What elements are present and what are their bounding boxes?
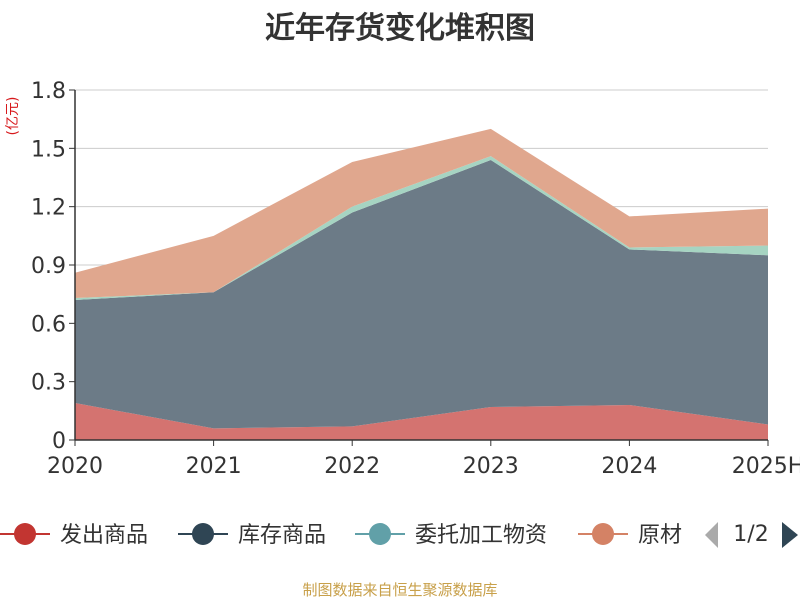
x-tick-label: 2024 — [601, 454, 657, 479]
x-tick-label: 2021 — [186, 454, 242, 479]
legend-item[interactable]: 委托加工物资 — [355, 523, 547, 548]
y-axis-unit: (亿元) — [5, 97, 21, 136]
legend-label: 库存商品 — [238, 523, 326, 548]
legend-marker-icon — [14, 523, 36, 545]
chart-title: 近年存货变化堆积图 — [265, 11, 535, 46]
x-tick-label: 2025H — [732, 454, 800, 479]
legend-pager: 1/2 — [705, 522, 798, 548]
y-tick-label: 0.3 — [31, 371, 66, 396]
legend-marker-icon — [592, 523, 614, 545]
legend-item[interactable]: 发出商品 — [0, 523, 148, 548]
area-series — [75, 129, 768, 440]
legend-page-indicator: 1/2 — [733, 522, 768, 547]
x-tick-label: 2023 — [463, 454, 519, 479]
area-series-2 — [75, 160, 768, 428]
legend-item[interactable]: 原材 — [578, 523, 682, 548]
legend-marker-icon — [192, 523, 214, 545]
legend-marker-icon — [369, 523, 391, 545]
y-tick-label: 1.5 — [31, 137, 66, 162]
y-tick-label: 0 — [52, 429, 66, 454]
x-tick-label: 2022 — [324, 454, 380, 479]
legend-label: 原材 — [638, 523, 682, 548]
y-axis-ticks: 0 0.3 0.6 0.9 1.2 1.5 1.8 — [31, 79, 75, 454]
legend: 发出商品 库存商品 委托加工物资 原材 — [0, 523, 682, 548]
legend-label: 发出商品 — [60, 523, 148, 548]
y-tick-label: 0.6 — [31, 312, 66, 337]
y-tick-label: 1.8 — [31, 79, 66, 104]
x-tick-label: 2020 — [47, 454, 103, 479]
triangle-right-icon[interactable] — [782, 522, 798, 548]
data-source-note: 制图数据来自恒生聚源数据库 — [302, 581, 497, 599]
y-tick-label: 0.9 — [31, 254, 66, 279]
triangle-left-icon[interactable] — [705, 522, 718, 548]
y-tick-label: 1.2 — [31, 196, 66, 221]
legend-item[interactable]: 库存商品 — [178, 523, 326, 548]
x-axis-ticks: 2020 2021 2022 2023 2024 2025H — [47, 440, 800, 479]
legend-label: 委托加工物资 — [415, 523, 547, 548]
